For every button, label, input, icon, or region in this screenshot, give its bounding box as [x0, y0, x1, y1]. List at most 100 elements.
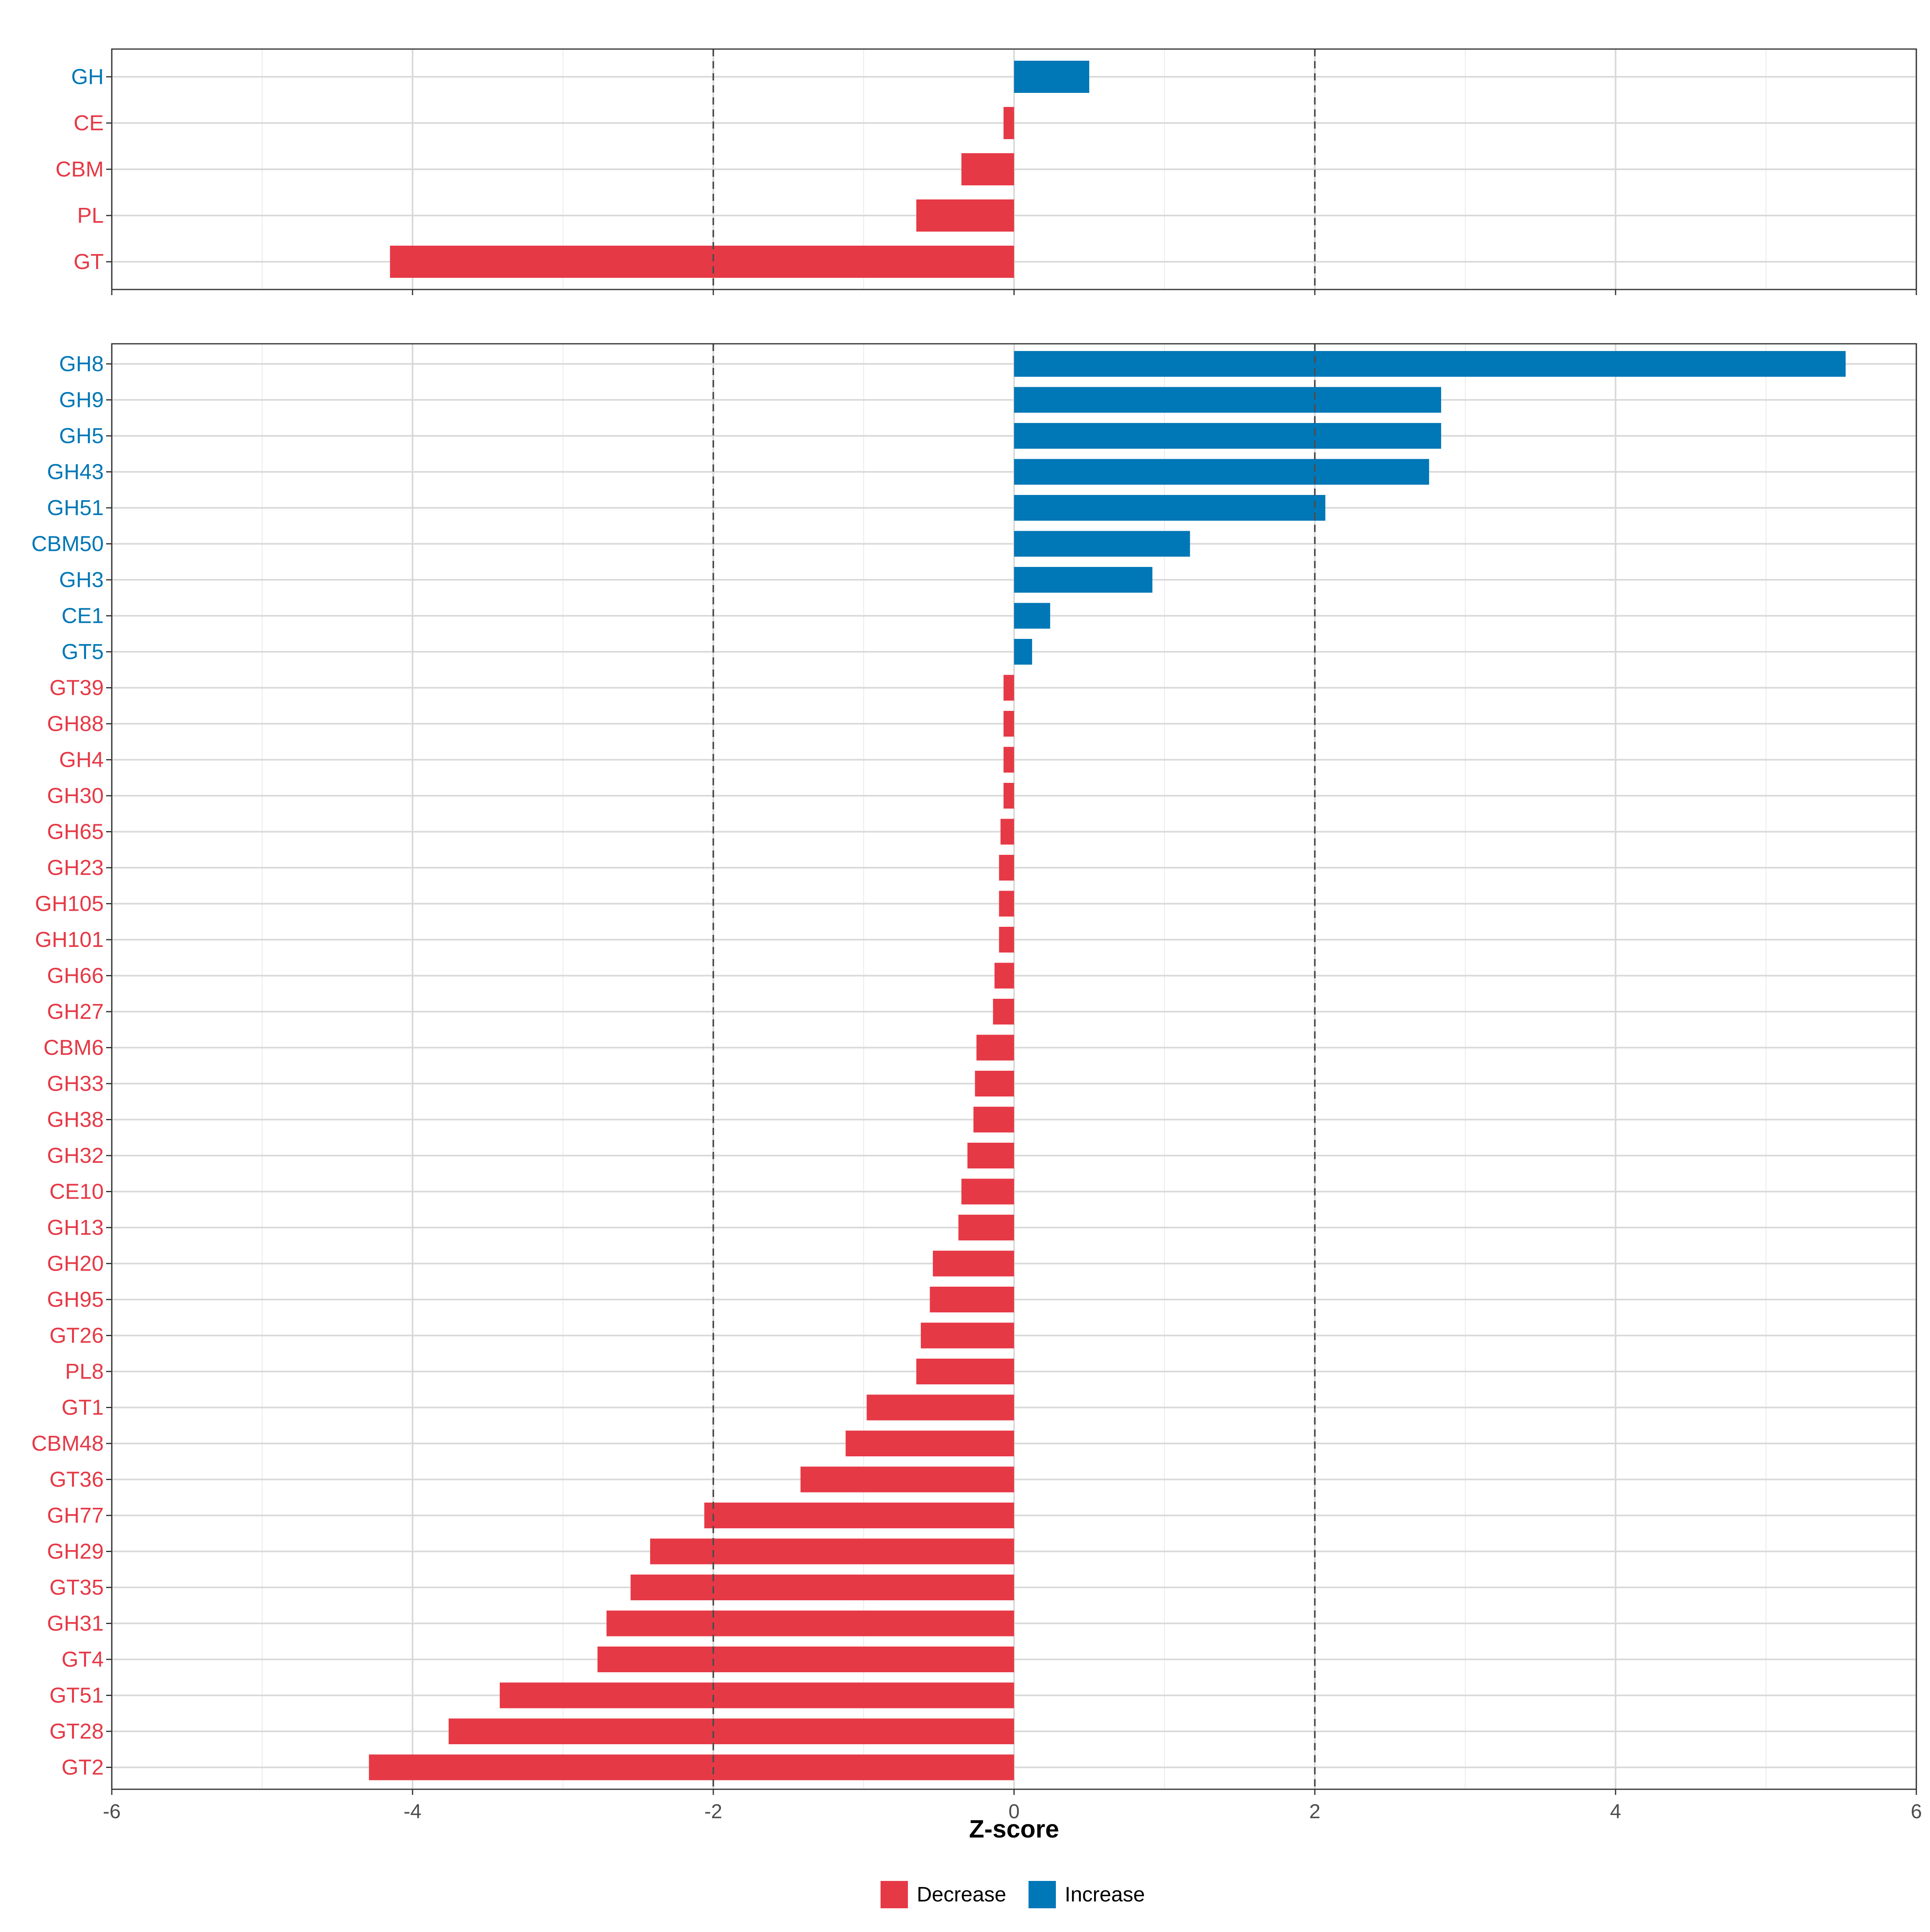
family-level-bar-gh95 [930, 1287, 1014, 1312]
family-level-category-label: GH32 [47, 1144, 104, 1168]
family-level-category-label: GH27 [47, 1000, 104, 1024]
family-level-category-label: GT26 [49, 1324, 104, 1348]
class-level-bar-gh [1014, 61, 1089, 93]
legend-label-decrease: Decrease [917, 1883, 1006, 1906]
family-level-category-label: GH51 [47, 496, 104, 520]
family-level-bar-gh8 [1014, 351, 1846, 377]
family-level-category-label: GH3 [59, 568, 104, 592]
family-level-category-label: GT36 [49, 1468, 104, 1492]
family-level-category-label: CE10 [49, 1180, 104, 1204]
family-level-bar-gt51 [499, 1682, 1014, 1708]
family-level-bar-gh88 [1003, 711, 1014, 737]
family-level-bar-gt28 [448, 1718, 1014, 1744]
family-level-category-label: CBM6 [43, 1036, 104, 1060]
family-level-category-label: GH38 [47, 1108, 104, 1132]
family-level-category-label: GH20 [47, 1252, 104, 1276]
family-level-bar-gt39 [1003, 675, 1014, 701]
family-level-category-label: CBM48 [31, 1431, 104, 1456]
family-level-category-label: CBM50 [31, 532, 104, 556]
class-level-category-label: GT [74, 250, 104, 274]
family-level-category-label: GH30 [47, 784, 104, 808]
family-level-bar-gh101 [999, 927, 1014, 953]
family-level-category-label: GH101 [35, 928, 104, 952]
family-level-bar-gh4 [1003, 747, 1014, 773]
x-tick-label: -4 [404, 1800, 421, 1823]
x-tick-label: 4 [1610, 1800, 1621, 1823]
family-level-bar-gh20 [933, 1250, 1014, 1277]
x-axis-title: Z-score [969, 1815, 1059, 1843]
family-level-bar-gt36 [800, 1466, 1014, 1493]
family-level-category-label: GH105 [35, 892, 104, 916]
family-level-bar-gt2 [369, 1754, 1014, 1780]
family-level-category-label: GH95 [47, 1287, 104, 1312]
family-level-category-label: GT51 [49, 1684, 104, 1708]
family-level-category-label: GT39 [49, 676, 104, 700]
class-level-category-label: GH [71, 65, 104, 89]
class-level-bar-cbm [961, 153, 1014, 185]
family-level-category-label: GH31 [47, 1612, 104, 1636]
family-level-category-label: GH43 [47, 460, 104, 484]
class-level-bar-ce [1003, 107, 1014, 139]
family-level-bar-gh77 [704, 1503, 1014, 1528]
family-level-category-label: GH4 [59, 748, 104, 772]
family-level-category-label: GH33 [47, 1072, 104, 1096]
family-level-category-label: GH13 [47, 1215, 104, 1240]
family-level-bar-gh66 [994, 963, 1014, 989]
family-level-bar-gt1 [866, 1394, 1014, 1421]
family-level-category-label: PL8 [65, 1359, 104, 1384]
family-level-bar-gh51 [1014, 495, 1326, 521]
family-level-category-label: GT28 [49, 1719, 104, 1743]
family-level-category-label: GT35 [49, 1575, 104, 1599]
family-level-bar-gh65 [1000, 819, 1014, 845]
class-level-category-label: CBM [55, 157, 104, 181]
family-level-bar-gh38 [973, 1107, 1014, 1133]
family-level-category-label: GH66 [47, 964, 104, 988]
family-level-category-label: GT4 [62, 1647, 104, 1671]
family-level-category-label: GH88 [47, 712, 104, 736]
x-tick-label: 2 [1309, 1800, 1320, 1823]
family-level-bar-gh23 [999, 855, 1014, 881]
family-level-bar-cbm6 [976, 1035, 1014, 1061]
family-level-category-label: GH77 [47, 1503, 104, 1528]
family-level-category-label: GH23 [47, 856, 104, 880]
class-level-bar-gt [390, 246, 1014, 278]
family-level-bar-gh33 [975, 1071, 1014, 1096]
family-level-category-label: GH9 [59, 388, 104, 412]
family-level-bar-gh105 [999, 891, 1014, 917]
family-level-bar-gh9 [1014, 387, 1441, 413]
family-level-bar-gh5 [1014, 423, 1441, 449]
family-level-bar-gh29 [650, 1538, 1014, 1564]
family-level-category-label: GT5 [62, 640, 104, 664]
family-level-bar-gh3 [1014, 567, 1153, 593]
legend-label-increase: Increase [1065, 1883, 1145, 1906]
family-level-category-label: GT1 [62, 1396, 104, 1420]
family-level-bar-ce1 [1014, 603, 1050, 629]
family-level-bar-gh43 [1014, 459, 1429, 485]
x-tick-label: 6 [1911, 1800, 1922, 1823]
family-level-bar-cbm50 [1014, 531, 1190, 557]
family-level-bar-gt5 [1014, 639, 1032, 665]
family-level-category-label: GT2 [62, 1755, 104, 1780]
family-level-category-label: GH5 [59, 424, 104, 448]
family-level-bar-gh32 [967, 1143, 1014, 1168]
class-level-bar-pl [916, 199, 1014, 232]
legend-swatch-decrease [881, 1881, 908, 1908]
family-level-bar-gt26 [921, 1322, 1014, 1349]
family-level-bar-pl8 [916, 1359, 1014, 1384]
legend-swatch-increase [1029, 1881, 1056, 1908]
family-level-bar-gh27 [993, 999, 1014, 1025]
family-level-category-label: CE1 [62, 604, 104, 628]
family-level-bar-gt35 [630, 1575, 1014, 1600]
x-tick-label: -6 [103, 1800, 121, 1823]
class-level-category-label: CE [74, 111, 104, 135]
family-level-bar-gh30 [1003, 783, 1014, 809]
x-tick-label: 0 [1008, 1800, 1020, 1823]
family-level-category-label: GH65 [47, 820, 104, 844]
class-level-category-label: PL [77, 203, 104, 228]
x-tick-label: -2 [704, 1800, 722, 1823]
family-level-bar-gh31 [606, 1610, 1014, 1636]
family-level-bar-gh13 [958, 1215, 1014, 1240]
family-level-bar-ce10 [961, 1178, 1014, 1205]
